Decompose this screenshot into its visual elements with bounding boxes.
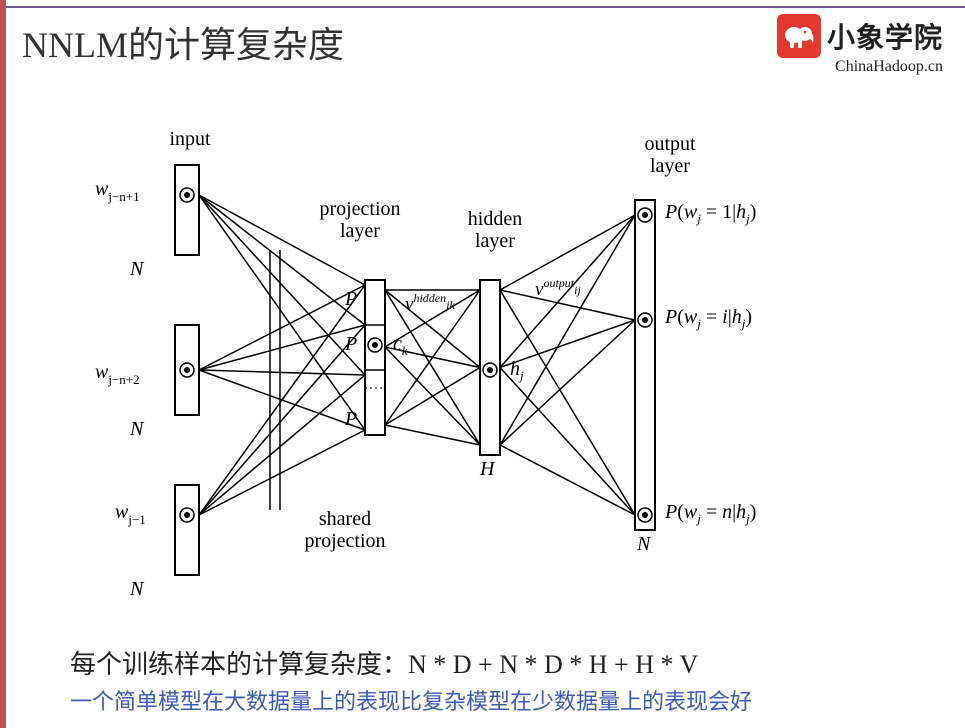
logo-badge	[777, 14, 821, 58]
svg-text:layer: layer	[475, 230, 515, 252]
svg-text:output: output	[644, 133, 696, 155]
top-rule	[6, 6, 965, 8]
page-title: NNLM的计算复杂度	[22, 16, 344, 68]
nnlm-diagram: wj−n+1 Nwj−n+2 Nwj−1 N P P Pck Hhj N P(wj = 1|hj)…	[85, 120, 905, 600]
svg-text:wj−1: wj−1	[115, 501, 146, 527]
svg-text:N: N	[129, 578, 145, 600]
svg-text:P(wj = n|hj): P(wj = n|hj)	[664, 501, 756, 526]
elephant-icon	[782, 19, 816, 53]
logo-sub: ChinaHadoop.cn	[777, 58, 943, 76]
svg-text:shared: shared	[319, 508, 371, 530]
logo-brand: 小象学院	[827, 16, 943, 56]
svg-text:wj−n+1: wj−n+1	[95, 178, 140, 204]
svg-text:N: N	[636, 533, 652, 555]
svg-text:N: N	[129, 258, 145, 280]
svg-text:P: P	[344, 288, 357, 310]
accent-bar	[0, 0, 6, 728]
svg-text:H: H	[479, 458, 496, 480]
svg-text:vhiddenjk: vhiddenjk	[405, 291, 455, 315]
svg-text:P: P	[344, 408, 357, 430]
svg-text:voutputij: voutputij	[535, 276, 581, 300]
svg-text:projection: projection	[319, 198, 400, 220]
svg-text:P(wj = i|hj): P(wj = i|hj)	[664, 306, 752, 331]
svg-text:hj: hj	[510, 358, 524, 383]
svg-text:layer: layer	[340, 220, 380, 242]
svg-text:projection: projection	[304, 530, 385, 552]
svg-text:P: P	[344, 333, 357, 355]
diagram-svg: wj−n+1 Nwj−n+2 Nwj−1 N P P Pck Hhj N P(wj = 1|hj)…	[85, 120, 905, 600]
svg-text:P(wj = 1|hj): P(wj = 1|hj)	[664, 201, 756, 226]
svg-text:wj−n+2: wj−n+2	[95, 361, 140, 387]
svg-text:input: input	[169, 128, 211, 150]
svg-text:layer: layer	[650, 155, 690, 177]
svg-text:hidden: hidden	[468, 208, 522, 230]
complexity-formula: 每个训练样本的计算复杂度：N * D + N * D * H + H * V	[70, 644, 698, 681]
svg-text:ck: ck	[393, 333, 408, 358]
logo-area: 小象学院 ChinaHadoop.cn	[777, 14, 943, 76]
bottom-remark: 一个简单模型在大数据量上的表现比复杂模型在少数据量上的表现会好	[70, 684, 752, 716]
svg-text:N: N	[129, 418, 145, 440]
